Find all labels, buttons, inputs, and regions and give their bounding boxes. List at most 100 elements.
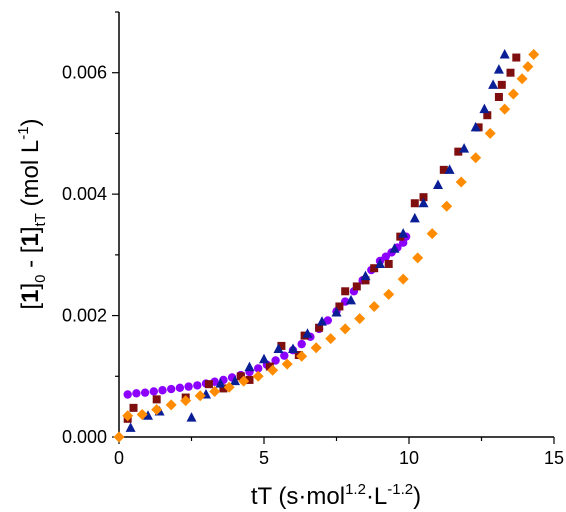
y-tick-label: 0.006 — [62, 63, 107, 83]
data-point-square — [494, 93, 503, 101]
data-point-square — [277, 341, 286, 350]
data-point-diamond — [528, 49, 540, 60]
data-point-circle — [297, 339, 306, 349]
data-point-circle — [140, 388, 150, 397]
data-point-triangle — [302, 328, 313, 338]
x-axis-title: tT (s·mol1.2·L-1.2) — [251, 481, 421, 510]
data-point-square — [483, 111, 492, 120]
data-point-triangle — [459, 143, 470, 153]
data-point-diamond — [484, 127, 496, 139]
data-point-circle — [132, 389, 141, 398]
data-point-square — [129, 403, 138, 412]
data-point-triangle — [317, 316, 327, 326]
data-point-diamond — [383, 288, 395, 300]
data-point-circle — [167, 384, 176, 394]
data-point-triangle — [499, 49, 510, 59]
data-point-triangle — [433, 179, 443, 190]
data-point-triangle — [479, 103, 490, 114]
data-point-triangle — [273, 343, 284, 353]
data-point-circle — [323, 316, 332, 325]
data-point-triangle — [230, 375, 240, 386]
axes — [118, 12, 554, 438]
data-point-diamond — [412, 252, 424, 264]
data-point-diamond — [223, 381, 235, 393]
data-point-circle — [280, 351, 289, 360]
data-point-triangle — [125, 422, 136, 432]
x-tick-label: 10 — [399, 448, 419, 468]
data-point-circle — [193, 381, 202, 390]
data-point-diamond — [180, 395, 192, 407]
data-point-diamond — [499, 103, 511, 115]
data-point-circle — [175, 383, 185, 393]
data-point-triangle — [186, 412, 197, 422]
data-point-square — [474, 123, 483, 132]
data-point-circle — [381, 252, 390, 261]
x-tick-label: 15 — [544, 448, 564, 468]
data-point-diamond — [426, 228, 438, 240]
data-point-square — [236, 372, 245, 381]
data-point-diamond — [136, 409, 148, 421]
data-point-square — [265, 362, 274, 371]
data-point-diamond — [209, 385, 221, 397]
data-point-diamond — [397, 273, 409, 285]
data-point-triangle — [215, 378, 226, 388]
y-tick-label: 0.000 — [62, 427, 107, 447]
data-point-triangle — [331, 307, 342, 317]
data-point-diamond — [441, 200, 453, 212]
data-point-triangle — [259, 353, 269, 364]
data-point-diamond — [368, 300, 380, 312]
data-point-triangle — [143, 410, 153, 420]
series-triangle — [125, 49, 510, 432]
data-point-triangle — [346, 294, 356, 305]
data-point-diamond — [281, 358, 293, 370]
data-marks — [113, 49, 540, 443]
data-point-diamond — [122, 410, 134, 422]
series-circle — [123, 232, 411, 399]
series-square — [123, 53, 521, 423]
data-point-diamond — [165, 399, 177, 411]
data-point-triangle — [409, 212, 420, 223]
data-point-diamond — [339, 323, 351, 335]
data-point-square — [219, 384, 228, 393]
data-point-square — [204, 380, 213, 389]
x-tick-label: 0 — [114, 448, 124, 468]
data-point-triangle — [389, 243, 400, 253]
data-point-triangle — [375, 258, 385, 268]
data-point-square — [439, 165, 448, 174]
data-point-square — [152, 395, 161, 404]
data-point-diamond — [516, 73, 528, 85]
data-point-square — [361, 276, 370, 285]
series-diamond — [113, 49, 540, 443]
data-point-square — [335, 302, 344, 311]
data-point-square — [315, 323, 324, 332]
data-point-diamond — [194, 390, 206, 402]
data-point-square — [419, 193, 428, 202]
data-point-diamond — [113, 431, 125, 443]
data-point-circle — [184, 382, 193, 391]
data-point-triangle — [444, 164, 455, 174]
x-tick-label: 5 — [259, 448, 269, 468]
data-point-triangle — [470, 121, 481, 132]
data-point-diamond — [267, 364, 279, 376]
data-point-square — [454, 147, 463, 156]
data-point-square — [506, 68, 515, 77]
data-point-square — [497, 80, 506, 89]
data-point-triangle — [244, 361, 255, 372]
data-point-square — [245, 375, 254, 384]
data-point-circle — [123, 390, 132, 399]
data-point-square — [370, 264, 379, 273]
data-point-triangle — [360, 270, 371, 281]
data-point-diamond — [310, 342, 322, 354]
data-point-circle — [254, 364, 263, 373]
data-point-triangle — [488, 79, 499, 89]
y-tick-label: 0.004 — [62, 184, 107, 204]
data-point-diamond — [296, 350, 308, 362]
data-point-triangle — [288, 343, 298, 353]
data-point-square — [410, 199, 419, 208]
data-point-diamond — [455, 176, 467, 188]
data-point-square — [384, 259, 393, 268]
data-point-diamond — [470, 152, 482, 164]
data-point-square — [352, 282, 361, 291]
data-point-diamond — [238, 375, 250, 387]
